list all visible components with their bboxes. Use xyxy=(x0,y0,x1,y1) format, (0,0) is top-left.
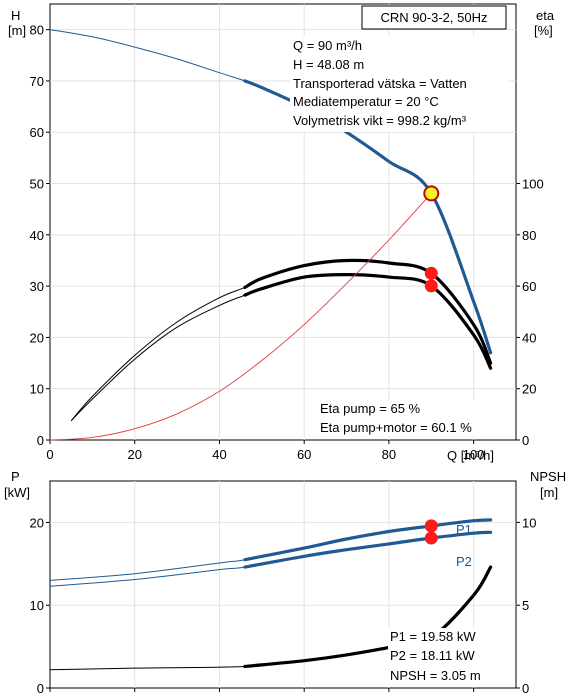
bottom-plot-frame xyxy=(49,480,517,689)
right-tick-label: 20 xyxy=(522,382,536,397)
x-tick-label: 20 xyxy=(127,447,141,462)
series-line-thin-0-3 xyxy=(49,193,432,441)
operating-point-marker-0-1 xyxy=(424,266,438,280)
eta-text-backdrop xyxy=(318,400,506,436)
right-tick-label: 5 xyxy=(522,598,529,613)
npsh-axis-title: NPSH xyxy=(530,469,566,484)
left-tick-label: 20 xyxy=(30,515,44,530)
top-tick-labels: 0 20 40 60 80 100 0 10 20 30 40 50 60 70 80 0 20 40 60 80 10… xyxy=(30,23,544,462)
operating-point-marker-1-1 xyxy=(424,531,438,545)
series-line-thick-0-1 xyxy=(243,258,493,365)
x-tick-label: 40 xyxy=(212,447,226,462)
p-axis-unit: [kW] xyxy=(4,485,30,500)
operating-point-marker-1-0 xyxy=(424,519,438,533)
left-tick-label: 60 xyxy=(30,125,44,140)
left-tick-label: 70 xyxy=(30,74,44,89)
operating-point-marker-0-0 xyxy=(423,185,440,202)
left-tick-label: 80 xyxy=(30,23,44,38)
title-box xyxy=(361,5,507,30)
x-tick-label: 60 xyxy=(297,447,311,462)
p-axis-title: P xyxy=(11,469,20,484)
p1-value-label: P1 = 19.58 kW xyxy=(390,629,476,644)
power-npsh-chart: P [kW] NPSH [m] 0 10 20 0 5 10 P1 P2 P1 = 19.… xyxy=(4,469,566,696)
right-tick-label: 40 xyxy=(522,330,536,345)
left-tick-label: 0 xyxy=(37,433,44,448)
eta-pump-label: Eta pump = 65 % xyxy=(320,401,421,416)
left-tick-label: 40 xyxy=(30,228,44,243)
info-line-temp: Mediatemperatur = 20 °C xyxy=(293,94,439,109)
npsh-axis-unit: [m] xyxy=(540,485,558,500)
eta-axis-title: eta xyxy=(536,8,555,23)
right-tick-label: 60 xyxy=(522,279,536,294)
eta-pump-motor-label: Eta pump+motor = 60.1 % xyxy=(320,420,472,435)
series-line-thick-0-0 xyxy=(243,79,493,355)
info-line-density: Volymetrisk vikt = 998.2 kg/m³ xyxy=(293,113,467,128)
right-tick-label: 0 xyxy=(522,433,529,448)
top-markers xyxy=(423,185,440,293)
info-line-liquid: Transporterad vätska = Vatten xyxy=(293,76,467,91)
series-line-thick-0-2 xyxy=(243,272,493,370)
h-axis-title: H xyxy=(11,8,20,23)
eta-axis-unit: [%] xyxy=(534,23,553,38)
series-line-thin-1-0 xyxy=(49,519,491,581)
info-backdrop xyxy=(290,36,508,132)
power-text-backdrop xyxy=(388,628,506,686)
operating-point-marker-0-2 xyxy=(424,279,438,293)
h-axis-unit: [m] xyxy=(8,23,26,38)
series-line-thick-1-0 xyxy=(243,518,493,562)
left-tick-label: 50 xyxy=(30,177,44,192)
npsh-value-label: NPSH = 3.05 m xyxy=(390,668,481,683)
left-tick-label: 0 xyxy=(37,681,44,696)
x-tick-label: 80 xyxy=(382,447,396,462)
info-line-q: Q = 90 m³/h xyxy=(293,38,362,53)
x-tick-label: 100 xyxy=(463,447,485,462)
info-line-h: H = 48.08 m xyxy=(293,57,364,72)
bottom-tick-labels: 0 10 20 0 5 10 xyxy=(30,515,537,696)
left-tick-label: 30 xyxy=(30,279,44,294)
x-tick-label: 0 xyxy=(46,447,53,462)
q-axis-label: Q [m³/h] xyxy=(447,448,494,463)
right-tick-label: 100 xyxy=(522,177,544,192)
left-tick-label: 10 xyxy=(30,382,44,397)
top-series xyxy=(49,29,493,441)
chart-title: CRN 90-3-2, 50Hz xyxy=(381,10,488,25)
p1-curve-label: P1 xyxy=(456,522,472,537)
right-tick-label: 10 xyxy=(522,515,536,530)
bottom-markers xyxy=(424,519,438,644)
p2-curve-label: P2 xyxy=(456,554,472,569)
top-plot-frame xyxy=(49,3,517,441)
right-tick-label: 0 xyxy=(522,681,529,696)
series-line-thin-0-2 xyxy=(70,274,492,422)
p2-value-label: P2 = 18.11 kW xyxy=(390,648,475,663)
right-tick-label: 80 xyxy=(522,228,536,243)
series-line-thick-1-1 xyxy=(243,530,493,569)
head-efficiency-chart: CRN 90-3-2, 50Hz H [m] eta [%] Q [m³/h] … xyxy=(8,3,555,463)
left-tick-label: 10 xyxy=(30,598,44,613)
left-tick-label: 20 xyxy=(30,330,44,345)
